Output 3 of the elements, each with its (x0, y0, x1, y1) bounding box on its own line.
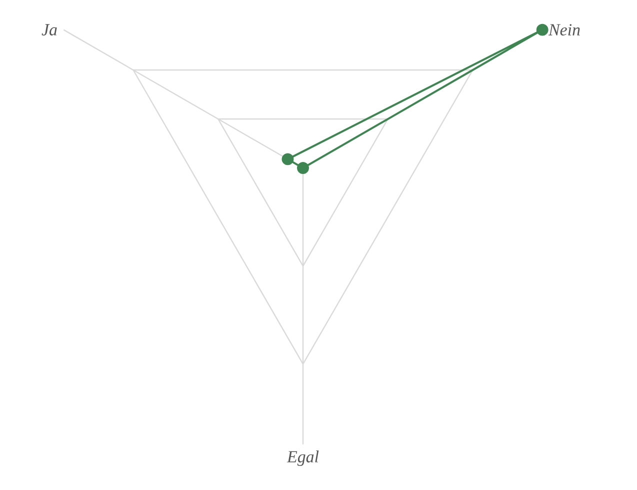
spoke-label: Egal (286, 450, 319, 466)
spoke-label: Ja (42, 24, 57, 36)
spoke-label: Nein (548, 24, 580, 36)
